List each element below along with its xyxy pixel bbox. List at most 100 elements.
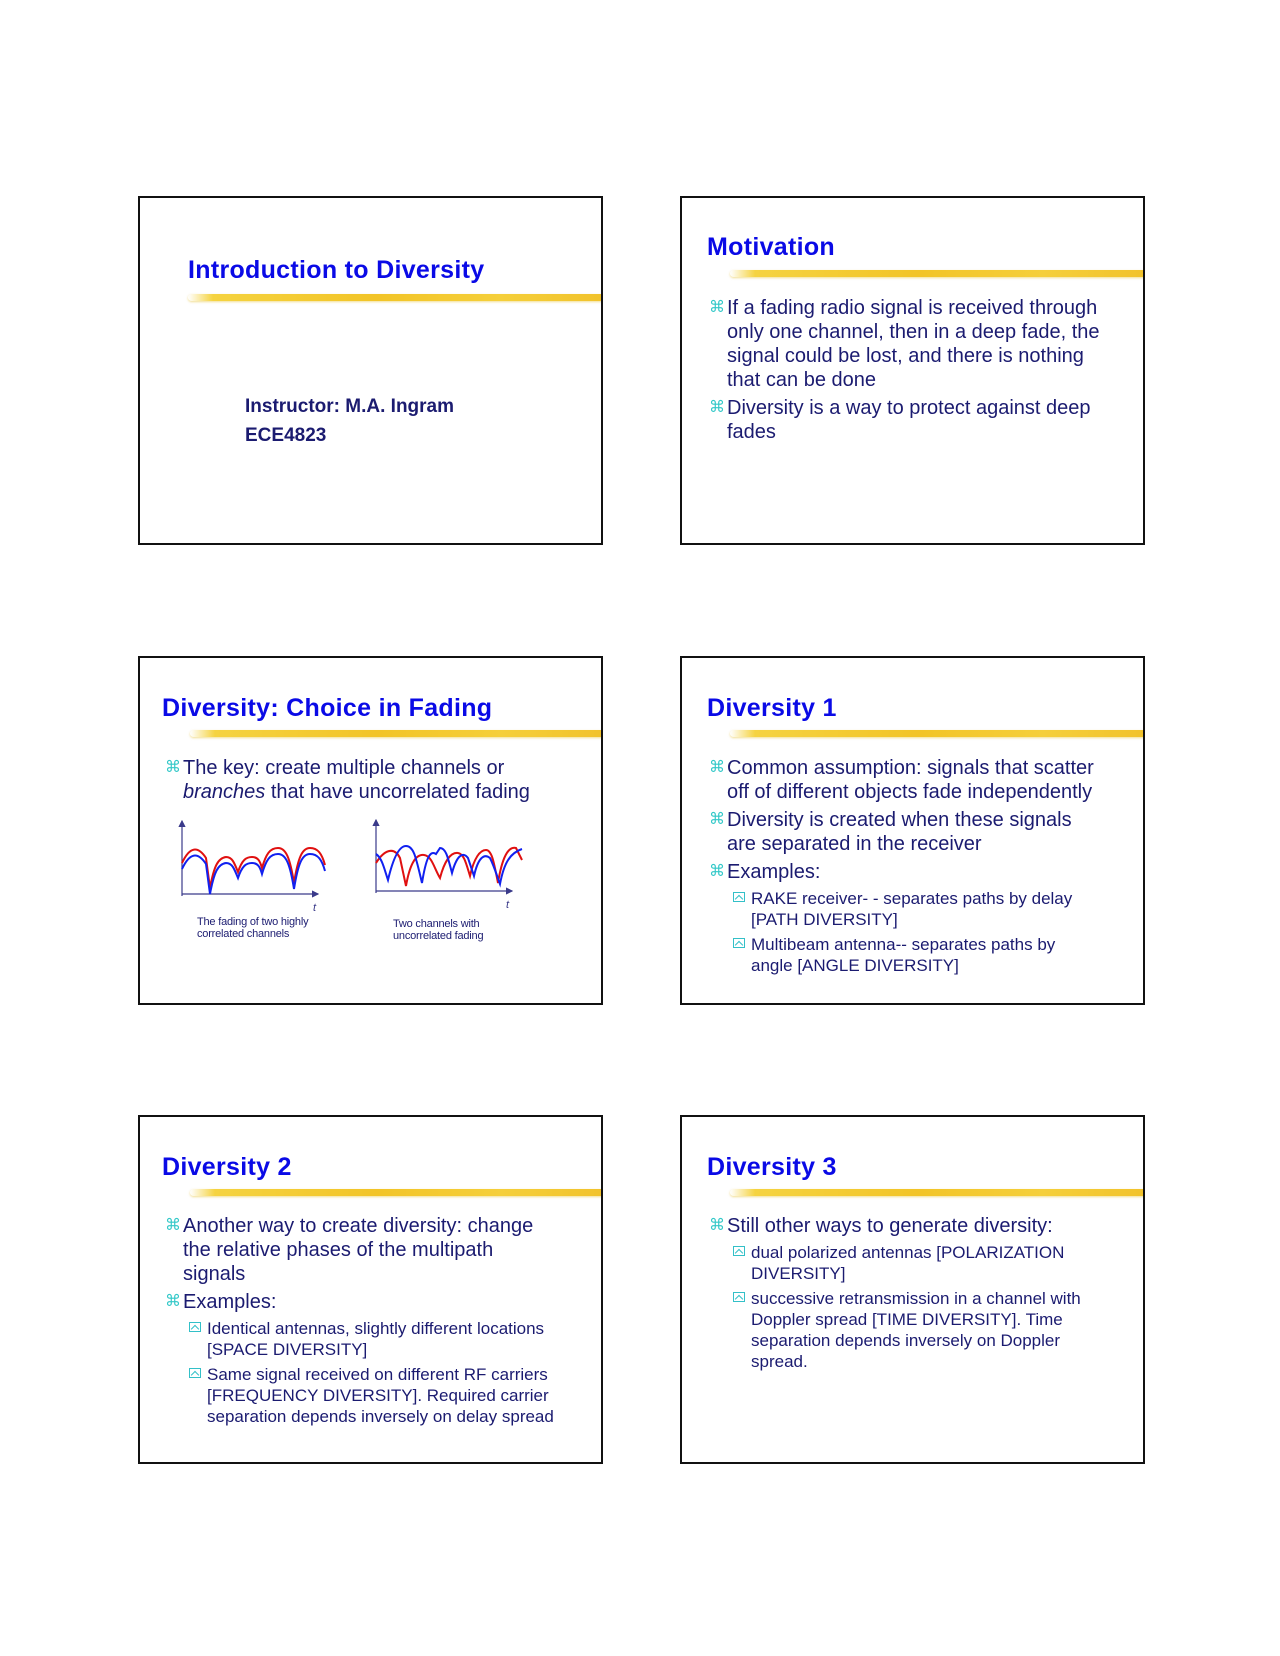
bullet-line: Examples: bbox=[727, 861, 821, 883]
command-bullet-icon: ⌘ bbox=[709, 811, 725, 828]
course-code: ECE4823 bbox=[245, 425, 327, 446]
slide-1: Introduction to Diversity Instructor: M.… bbox=[138, 196, 603, 545]
command-bullet-icon: ⌘ bbox=[165, 759, 181, 776]
sub-bullet-line: [FREQUENCY DIVERSITY]. Required carrier bbox=[207, 1386, 549, 1405]
bullet: ⌘ Examples: bbox=[709, 860, 1135, 884]
slide-title: Introduction to Diversity bbox=[188, 256, 485, 284]
sub-bullet-line: successive retransmission in a channel w… bbox=[751, 1289, 1081, 1308]
caption-line: Two channels with bbox=[393, 918, 480, 930]
command-bullet-icon: ⌘ bbox=[709, 759, 725, 776]
bullet-line: Diversity is created when these signals bbox=[727, 809, 1072, 831]
slide-title: Diversity 2 bbox=[162, 1153, 292, 1181]
slide-2: Motivation ⌘ If a fading radio signal is … bbox=[680, 196, 1145, 545]
title-highlight-stroke bbox=[730, 270, 1143, 277]
command-bullet-icon: ⌘ bbox=[709, 299, 725, 316]
bullet-line: signals bbox=[183, 1263, 246, 1285]
figure-correlated-channels: t bbox=[178, 819, 326, 914]
channel-b-curve bbox=[181, 852, 326, 895]
slide-body: ⌘ Another way to create diversity: change… bbox=[165, 1214, 593, 1431]
box-arrow-bullet-icon bbox=[733, 892, 745, 902]
bullet: ⌘ Still other ways to generate diversity: bbox=[709, 1214, 1135, 1238]
sub-bullet: Identical antennas, slightly different l… bbox=[189, 1318, 593, 1360]
box-arrow-bullet-icon bbox=[189, 1322, 201, 1332]
sub-bullet-line: Multibeam antenna-- separates paths by bbox=[751, 935, 1056, 954]
caption-line: correlated channels bbox=[197, 928, 290, 940]
bullet-line: Examples: bbox=[183, 1291, 277, 1313]
slide-3: Diversity: Choice in Fading ⌘ The key: c… bbox=[138, 656, 603, 1005]
command-bullet-icon: ⌘ bbox=[709, 399, 725, 416]
slide-6: Diversity 3 ⌘ Still other ways to generat… bbox=[680, 1115, 1145, 1464]
bullet: ⌘ If a fading radio signal is received th… bbox=[709, 296, 1135, 392]
x-axis-label: t bbox=[506, 899, 510, 911]
slide-body: ⌘ Common assumption: signals that scatter… bbox=[709, 756, 1135, 980]
title-highlight-stroke bbox=[730, 730, 1143, 737]
slide-4: Diversity 1 ⌘ Common assumption: signals … bbox=[680, 656, 1145, 1005]
instructor-name: Instructor: M.A. Ingram bbox=[245, 396, 455, 417]
title-highlight-stroke bbox=[730, 1189, 1143, 1196]
slide-body: ⌘ If a fading radio signal is received th… bbox=[709, 296, 1135, 448]
box-arrow-bullet-icon bbox=[733, 938, 745, 948]
bullet-text: that have uncorrelated fading bbox=[265, 781, 530, 803]
channel-b-curve bbox=[375, 844, 523, 888]
sub-bullet-line: RAKE receiver- - separates paths by dela… bbox=[751, 889, 1073, 908]
slide-5: Diversity 2 ⌘ Another way to create diver… bbox=[138, 1115, 603, 1464]
slide-title: Diversity 3 bbox=[707, 1153, 837, 1181]
slide-body: ⌘ Still other ways to generate diversity:… bbox=[709, 1214, 1135, 1376]
bullet: ⌘ Examples: bbox=[165, 1290, 593, 1314]
sub-bullet-line: angle [ANGLE DIVERSITY] bbox=[751, 956, 959, 975]
bullet-line: Still other ways to generate diversity: bbox=[727, 1215, 1053, 1237]
bullet: ⌘ Another way to create diversity: change… bbox=[165, 1214, 593, 1286]
sub-bullet-line: [SPACE DIVERSITY] bbox=[207, 1340, 368, 1359]
bullet: ⌘ The key: create multiple channels or b… bbox=[165, 756, 593, 804]
sub-bullet-line: Identical antennas, slightly different l… bbox=[207, 1319, 545, 1338]
command-bullet-icon: ⌘ bbox=[709, 863, 725, 880]
box-arrow-bullet-icon bbox=[733, 1292, 745, 1302]
figure-caption-right: Two channels with uncorrelated fading bbox=[393, 918, 484, 942]
bullet-line: fades bbox=[727, 421, 776, 443]
bullet-line: that can be done bbox=[727, 369, 877, 391]
figure-caption-left: The fading of two highly correlated chan… bbox=[197, 916, 309, 940]
sub-bullet: Multibeam antenna-- separates paths by an… bbox=[733, 934, 1135, 976]
sub-bullet-line: Same signal received on different RF car… bbox=[207, 1365, 548, 1384]
bullet-line: The key: create multiple channels or bbox=[183, 757, 505, 779]
bullet: ⌘ Diversity is created when these signals… bbox=[709, 808, 1135, 856]
bullet-line: signal could be lost, and there is nothi… bbox=[727, 345, 1084, 367]
box-arrow-bullet-icon bbox=[733, 1246, 745, 1256]
sub-bullet-line: separation depends inversely on Doppler bbox=[751, 1331, 1061, 1350]
box-arrow-bullet-icon bbox=[189, 1368, 201, 1378]
sub-bullet: dual polarized antennas [POLARIZATION DIV… bbox=[733, 1242, 1135, 1284]
bullet: ⌘ Diversity is a way to protect against d… bbox=[709, 396, 1135, 444]
bullet-line: If a fading radio signal is received thr… bbox=[727, 297, 1098, 319]
slide-title: Diversity: Choice in Fading bbox=[162, 694, 493, 722]
channel-a-curve bbox=[181, 846, 326, 889]
command-bullet-icon: ⌘ bbox=[165, 1293, 181, 1310]
sub-bullet: RAKE receiver- - separates paths by dela… bbox=[733, 888, 1135, 930]
command-bullet-icon: ⌘ bbox=[165, 1217, 181, 1234]
title-highlight-stroke bbox=[190, 1189, 601, 1196]
title-highlight-stroke bbox=[188, 294, 601, 301]
bullet-line: Common assumption: signals that scatter bbox=[727, 757, 1094, 779]
caption-line: uncorrelated fading bbox=[393, 930, 484, 942]
sub-bullet-line: dual polarized antennas [POLARIZATION bbox=[751, 1243, 1065, 1262]
slide-title: Motivation bbox=[707, 233, 835, 261]
sub-bullet-line: DIVERSITY] bbox=[751, 1264, 846, 1283]
bullet-line: Another way to create diversity: change bbox=[183, 1215, 534, 1237]
bullet-line: the relative phases of the multipath bbox=[183, 1239, 494, 1261]
fading-figures: t t bbox=[178, 818, 523, 914]
command-bullet-icon: ⌘ bbox=[709, 1217, 725, 1234]
caption-line: The fading of two highly bbox=[197, 916, 309, 928]
sub-bullet: Same signal received on different RF car… bbox=[189, 1364, 593, 1427]
bullet: ⌘ Common assumption: signals that scatter… bbox=[709, 756, 1135, 804]
bullet-line: branches that have uncorrelated fading bbox=[183, 780, 593, 804]
sub-bullet-line: spread. bbox=[751, 1352, 808, 1371]
x-axis-label: t bbox=[313, 902, 317, 914]
bullet-line: only one channel, then in a deep fade, t… bbox=[727, 321, 1100, 343]
figure-uncorrelated-channels: t bbox=[372, 818, 523, 911]
sub-bullet-line: [PATH DIVERSITY] bbox=[751, 910, 898, 929]
slide-title: Diversity 1 bbox=[707, 694, 837, 722]
slide-body: ⌘ The key: create multiple channels or b… bbox=[165, 756, 593, 808]
sub-bullet: successive retransmission in a channel w… bbox=[733, 1288, 1135, 1372]
title-highlight-stroke bbox=[190, 730, 601, 737]
bullet-line: off of different objects fade independen… bbox=[727, 781, 1093, 803]
sub-bullet-line: separation depends inversely on delay sp… bbox=[207, 1407, 554, 1426]
